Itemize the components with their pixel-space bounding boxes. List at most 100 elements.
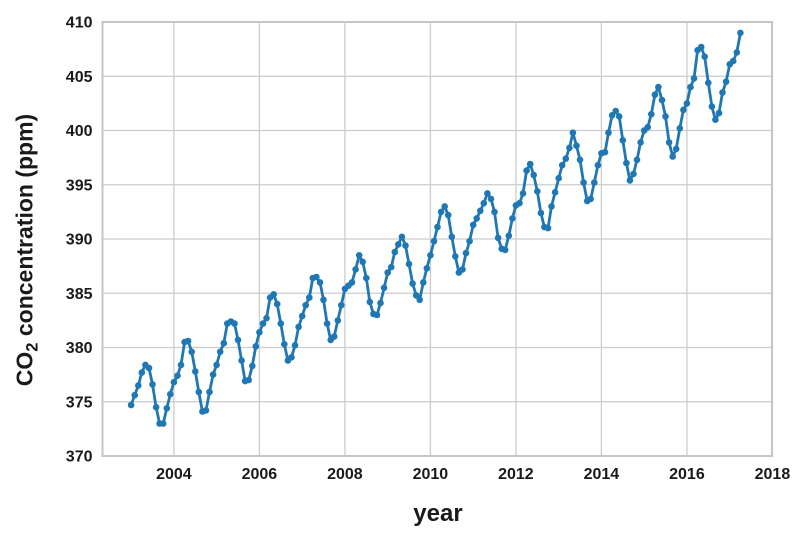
data-point <box>658 96 666 104</box>
data-point <box>373 311 381 319</box>
x-tick-label: 2010 <box>413 466 449 483</box>
data-point <box>526 160 534 168</box>
data-point <box>587 195 594 203</box>
data-point <box>195 388 203 396</box>
data-point <box>377 299 384 307</box>
data-point <box>398 233 406 241</box>
x-axis-label: year <box>413 500 463 527</box>
data-point <box>633 156 641 164</box>
y-tick-label: 370 <box>66 449 93 466</box>
data-point <box>648 110 655 118</box>
data-point <box>380 284 388 292</box>
data-point <box>355 252 363 259</box>
data-point <box>138 369 146 376</box>
data-point <box>669 153 676 160</box>
data-point <box>263 314 270 322</box>
data-point <box>655 83 662 91</box>
data-point <box>409 280 416 287</box>
data-point <box>245 376 252 384</box>
y-tick-label: 380 <box>66 340 93 357</box>
data-point <box>680 106 687 114</box>
data-point <box>291 342 299 349</box>
data-point <box>402 242 409 249</box>
data-point <box>273 300 281 308</box>
y-axis-label-base: CO <box>11 351 38 387</box>
data-point <box>277 320 285 327</box>
data-point <box>448 233 456 241</box>
data-point <box>149 381 156 388</box>
data-point <box>281 340 288 348</box>
data-point <box>509 215 516 222</box>
data-point <box>434 223 441 231</box>
x-tick-label: 2012 <box>498 466 534 483</box>
y-axis-label-rest: concentration (ppm) <box>11 113 38 343</box>
y-tick-label: 385 <box>66 286 93 303</box>
x-tick-label: 2014 <box>584 466 620 483</box>
data-point <box>127 401 135 409</box>
data-point <box>626 177 634 184</box>
data-point <box>152 403 160 411</box>
data-point <box>612 107 619 115</box>
data-point <box>288 354 295 361</box>
data-point <box>145 364 153 372</box>
data-point <box>477 207 484 215</box>
data-point <box>505 232 513 239</box>
data-point <box>256 329 263 336</box>
x-tick-label: 2018 <box>755 466 791 483</box>
data-point <box>306 294 313 301</box>
data-point <box>548 203 555 210</box>
data-point <box>537 209 545 217</box>
y-axis-label: CO2 concentration (ppm) <box>12 114 43 386</box>
data-point <box>359 258 367 266</box>
data-point <box>220 339 228 347</box>
data-point <box>637 139 644 146</box>
data-point <box>729 57 737 65</box>
data-point <box>216 348 224 356</box>
data-point <box>206 388 213 396</box>
data-point <box>452 253 459 260</box>
data-point <box>491 208 498 216</box>
data-point <box>733 49 741 56</box>
data-point <box>320 296 327 304</box>
data-point <box>213 361 220 369</box>
data-point <box>302 301 310 309</box>
data-point <box>715 109 723 117</box>
data-point <box>623 159 630 167</box>
data-point <box>270 291 278 298</box>
data-point <box>298 312 306 320</box>
data-point <box>259 320 267 327</box>
data-point <box>202 407 210 414</box>
x-tick-label: 2016 <box>669 466 705 483</box>
data-point <box>174 372 181 380</box>
data-point <box>697 43 705 51</box>
data-point <box>701 53 708 60</box>
tick-labels: 2004 2006 2008 2010 2012 2014 2016 2018 370 375 38… <box>66 15 791 484</box>
data-point <box>412 292 420 299</box>
data-point <box>159 420 167 427</box>
data-point <box>705 79 712 87</box>
data-point <box>192 368 199 375</box>
y-tick-label: 405 <box>66 69 93 86</box>
data-point <box>423 265 431 272</box>
y-tick-label: 395 <box>66 177 93 194</box>
data-point <box>167 390 174 398</box>
data-point <box>352 266 359 273</box>
data-point <box>462 249 470 257</box>
data-point <box>441 203 449 210</box>
data-point <box>184 337 192 345</box>
data-point <box>249 362 256 370</box>
data-point <box>387 263 395 271</box>
data-point <box>566 144 573 152</box>
data-point <box>366 298 374 306</box>
data-point <box>719 89 726 96</box>
data-point <box>131 391 138 399</box>
data-point <box>338 301 345 309</box>
data-point <box>737 29 744 37</box>
data-point <box>348 279 356 286</box>
data-point <box>480 199 488 207</box>
data-point <box>573 142 580 149</box>
data-point <box>690 75 698 82</box>
data-point <box>619 137 627 144</box>
